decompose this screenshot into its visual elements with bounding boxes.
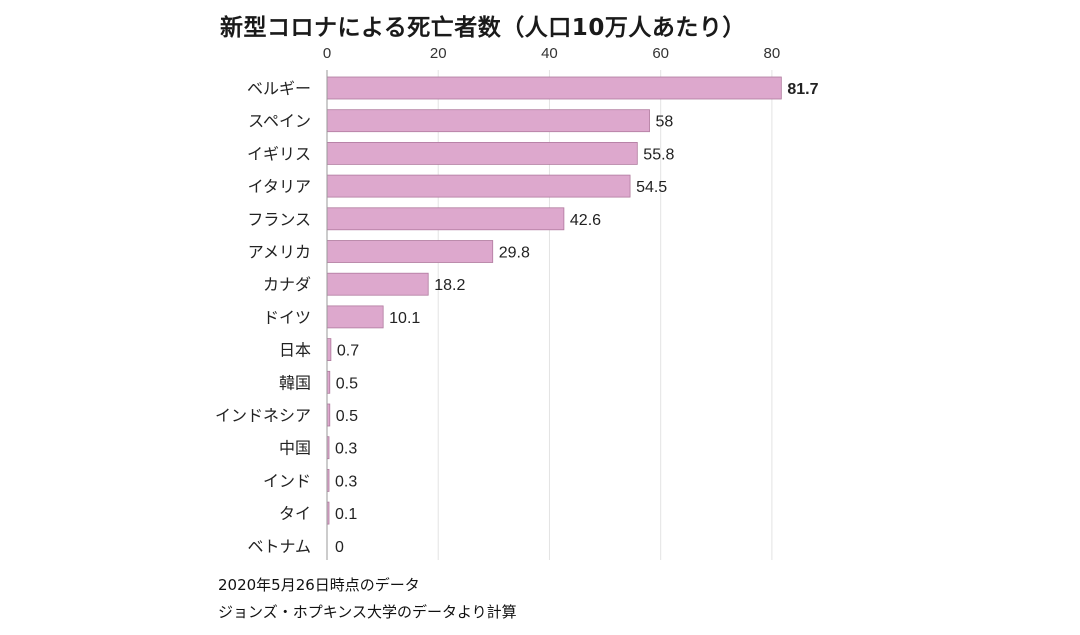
category-label: ドイツ [263, 308, 311, 327]
bar [326, 207, 565, 231]
labels: ベルギー 81.7 スペイン 58 イギリス 55.8 イタリア 54.5 フランス 42.6 アメ… [215, 79, 819, 556]
category-label: イタリア [248, 177, 311, 196]
chart-title: 新型コロナによる死亡者数（人口10万人あたり） [220, 15, 746, 41]
category-label: ベトナム [247, 537, 311, 556]
category-label: フランス [247, 210, 311, 229]
category-label: 中国 [279, 439, 311, 458]
category-label: 日本 [279, 341, 311, 360]
category-label: カナダ [263, 275, 311, 294]
x-tick-label: 40 [541, 45, 558, 62]
data-label: 0 [335, 539, 344, 556]
data-label: 0.7 [337, 343, 359, 360]
data-label: 18.2 [434, 277, 465, 294]
data-label: 0.3 [335, 441, 357, 458]
bar [326, 174, 631, 198]
x-tick-label: 80 [764, 45, 781, 62]
category-label: アメリカ [248, 243, 311, 262]
bar [326, 141, 638, 165]
bar [326, 109, 650, 133]
category-label: 韓国 [279, 373, 311, 392]
data-label: 58 [656, 114, 674, 131]
data-label: 54.5 [636, 179, 667, 196]
data-date-note: 2020年5月26日時点のデータ [218, 576, 420, 594]
source-note: ジョンズ・ホプキンス大学のデータより計算 [218, 603, 517, 621]
data-label: 0.5 [336, 408, 358, 425]
data-label: 0.5 [336, 375, 358, 392]
data-label: 81.7 [787, 81, 818, 98]
category-label: イギリス [247, 144, 311, 163]
category-label: スペイン [248, 112, 311, 131]
data-label: 10.1 [389, 310, 420, 327]
category-label: インドネシア [215, 406, 311, 425]
data-label: 0.3 [335, 473, 357, 490]
category-label: タイ [279, 504, 311, 523]
bar [326, 272, 429, 296]
bar [326, 240, 494, 263]
bar [326, 76, 782, 100]
x-axis-ticks: 0 20 40 60 80 [323, 45, 780, 62]
data-label: 42.6 [570, 212, 601, 229]
x-tick-label: 0 [323, 45, 331, 62]
bar [326, 338, 332, 362]
x-tick-label: 20 [430, 45, 447, 62]
data-label: 29.8 [499, 245, 530, 262]
category-label: インド [263, 471, 311, 490]
bar [326, 305, 384, 329]
category-label: ベルギー [247, 79, 311, 98]
data-label: 55.8 [643, 146, 674, 163]
data-label: 0.1 [335, 506, 357, 523]
x-tick-label: 60 [652, 45, 669, 62]
bars [326, 76, 782, 525]
